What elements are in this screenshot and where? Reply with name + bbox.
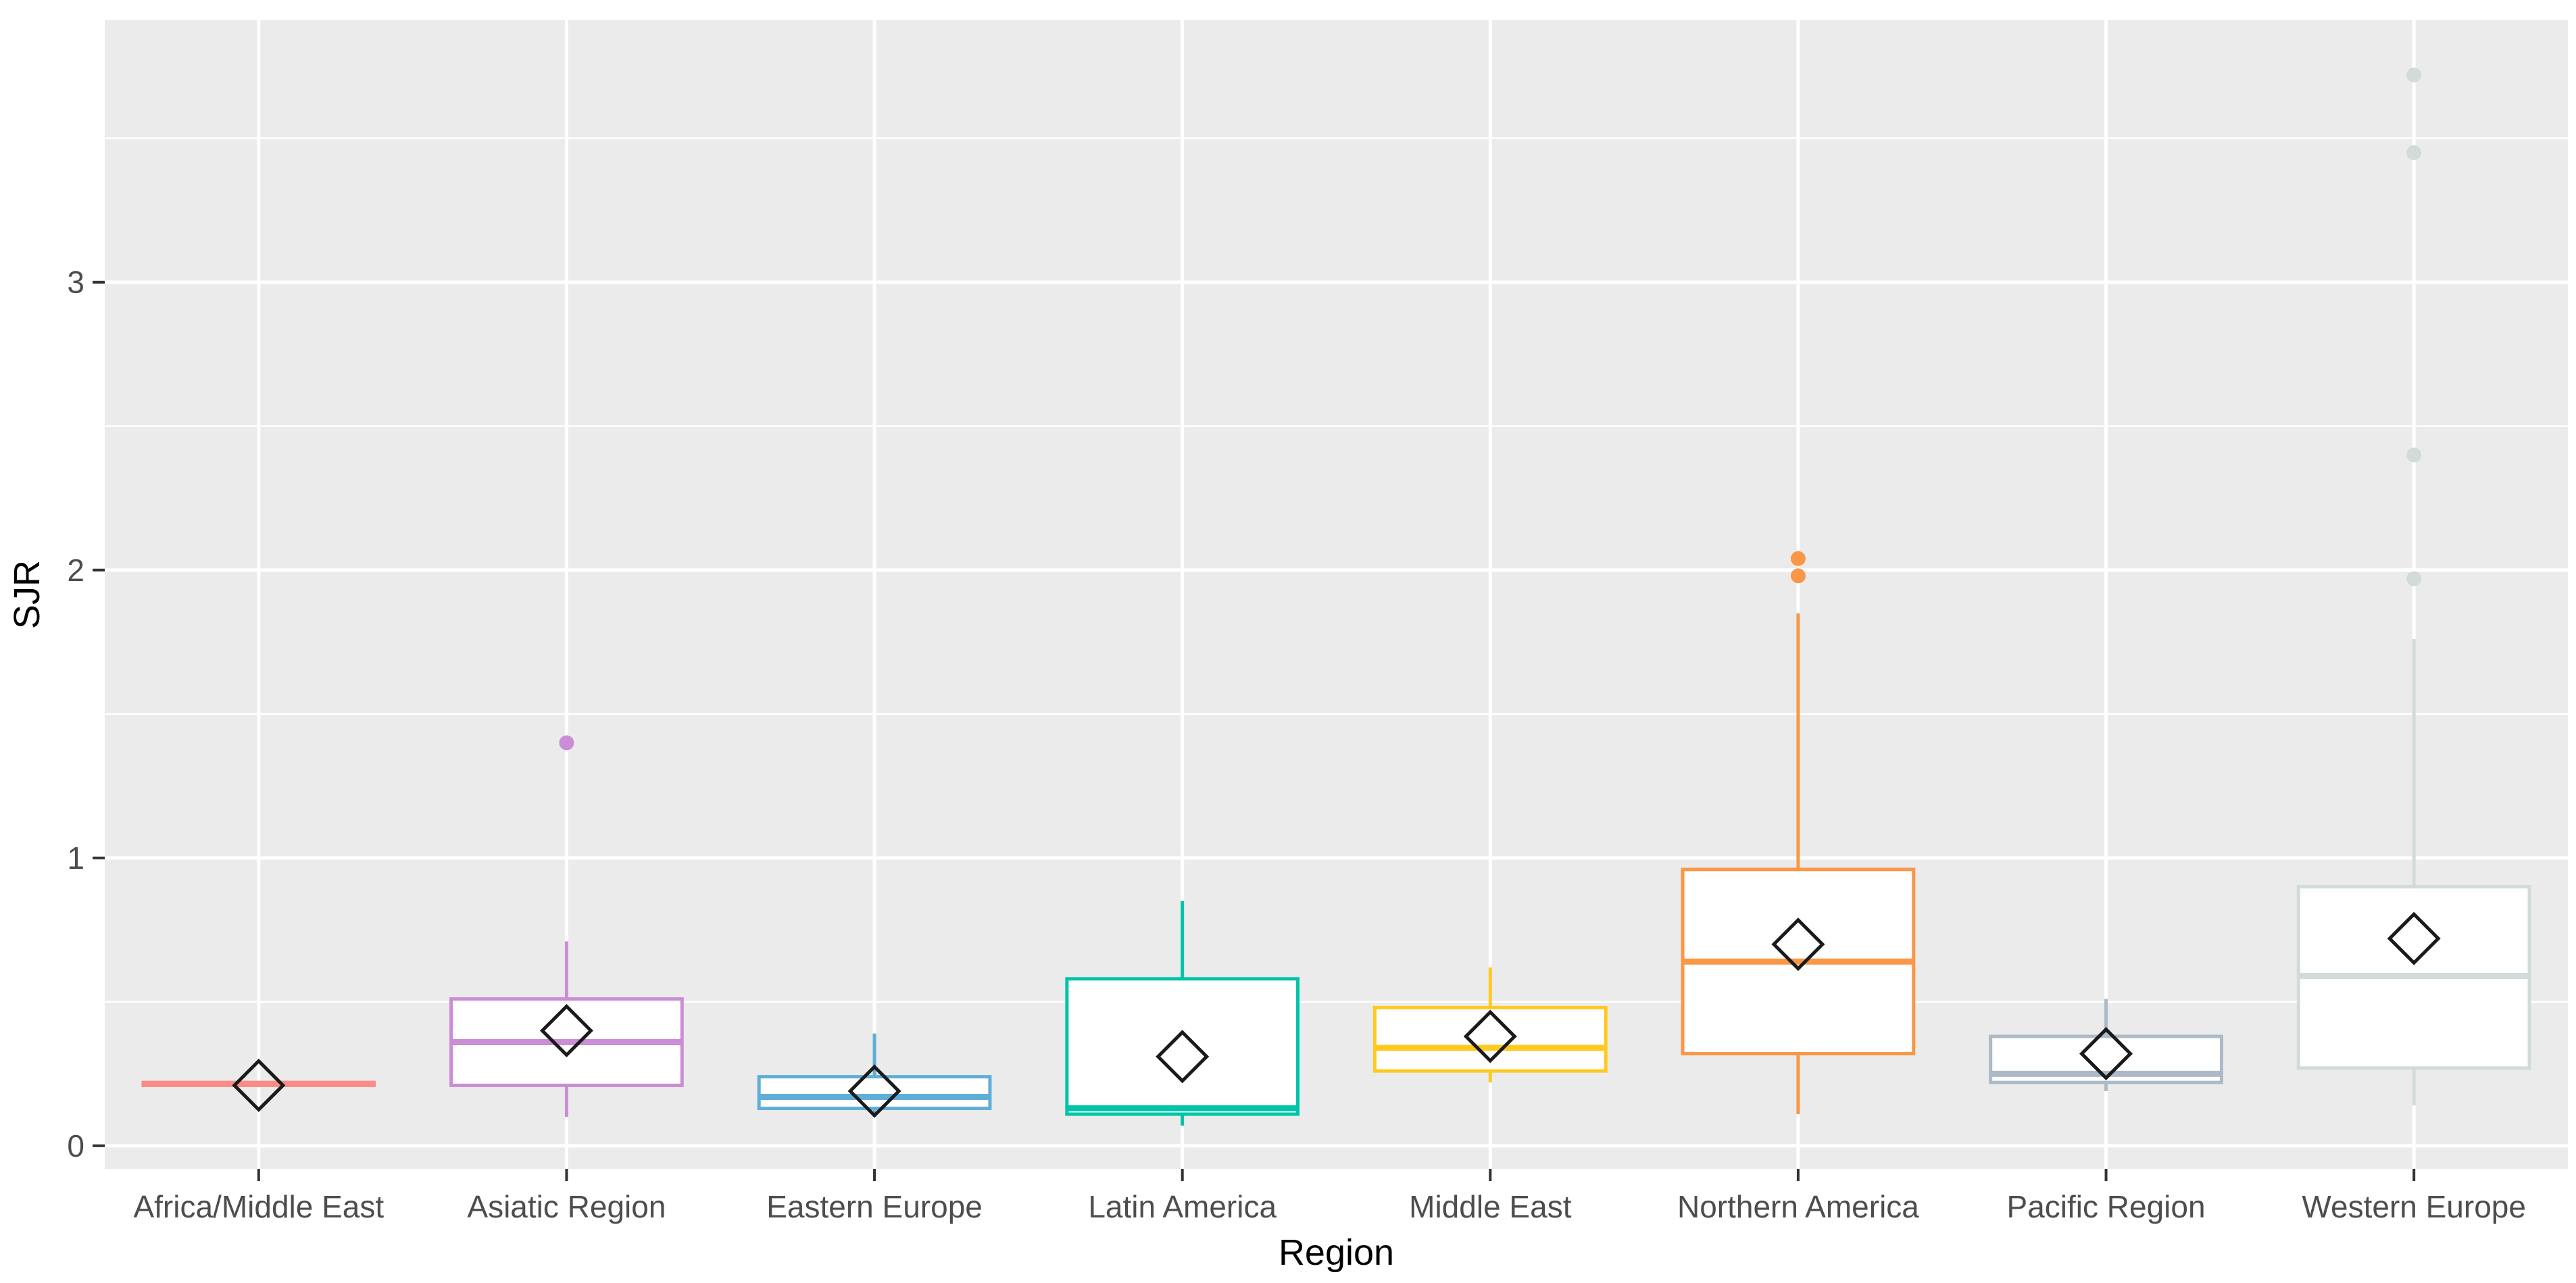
y-axis-title: SJR (7, 560, 47, 629)
mean-diamond (2079, 1027, 2133, 1081)
x-tick-label: Asiatic Region (467, 1189, 666, 1224)
boxplot-eastern-europe (757, 1033, 992, 1118)
boxplot-pacific-region (1989, 999, 2223, 1091)
y-tick-label: 3 (67, 265, 84, 300)
outlier-point (1790, 568, 1806, 584)
x-tick-label: Latin America (1088, 1189, 1277, 1224)
boxplot-latin-america (1065, 901, 1300, 1126)
y-tick-label: 2 (67, 553, 84, 588)
mean-diamond (539, 1003, 593, 1058)
y-tick-label: 1 (67, 840, 84, 876)
outlier-point (2406, 571, 2422, 586)
boxplot-asiatic-region (449, 735, 684, 1117)
boxplot-western-europe (2296, 67, 2531, 1106)
x-tick-label: Western Europe (2302, 1189, 2526, 1224)
outlier-point (2406, 145, 2422, 160)
mean-diamond (847, 1064, 901, 1118)
mean-diamond (1156, 1030, 1210, 1084)
boxplot-africa-middle-east (141, 1058, 376, 1112)
x-tick-label: Eastern Europe (766, 1189, 983, 1224)
iqr-box (757, 1075, 992, 1111)
y-tick-label: 0 (67, 1128, 84, 1163)
x-tick-label: Middle East (1409, 1189, 1572, 1224)
boxplot-northern-america (1681, 551, 1916, 1115)
x-tick-label: Africa/Middle East (133, 1189, 384, 1224)
outlier-point (2406, 67, 2422, 82)
mean-diamond (2387, 911, 2441, 965)
x-tick-label: Pacific Region (2007, 1189, 2206, 1224)
outlier-point (2406, 447, 2422, 463)
x-axis-title: Region (1279, 1232, 1394, 1273)
x-tick-label: Northern America (1677, 1189, 1919, 1224)
boxplot-middle-east (1372, 967, 1608, 1083)
mean-diamond (1463, 1009, 1517, 1063)
iqr-box (1065, 977, 1300, 1116)
outlier-point (559, 735, 574, 751)
mean-diamond (232, 1058, 286, 1112)
mean-diamond (1771, 917, 1825, 972)
plot-panel (105, 20, 2568, 1169)
outlier-point (1790, 551, 1806, 566)
